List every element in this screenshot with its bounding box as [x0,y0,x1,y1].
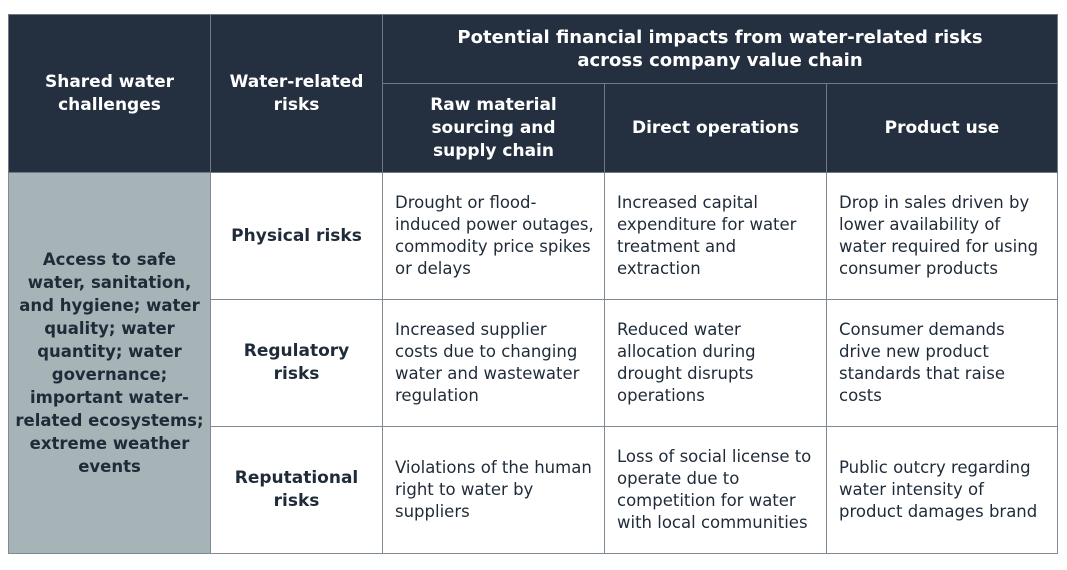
risk-label-reputational: Reputational risks [210,426,383,554]
cell-regulatory-product-use: Consumer demands drive new product stand… [826,299,1058,427]
cell-physical-direct-operations: Increased capital expenditure for water … [604,172,827,300]
cell-reputational-direct-operations: Loss of social license to operate due to… [604,426,827,554]
risk-label-regulatory: Regulatory risks [210,299,383,427]
cell-regulatory-raw-material: Increased supplier costs due to changing… [382,299,605,427]
cell-reputational-raw-material: Violations of the human right to water b… [382,426,605,554]
header-col-direct-operations: Direct operations [604,83,827,173]
cell-regulatory-direct-operations: Reduced water allocation during drought … [604,299,827,427]
water-risk-table: Shared water challenges Water-related ri… [8,14,1058,554]
header-water-risks: Water-related risks [210,14,383,173]
cell-physical-raw-material: Drought or flood-induced power outages, … [382,172,605,300]
risk-label-physical: Physical risks [210,172,383,300]
header-col-raw-material: Raw material sourcing and supply chain [382,83,605,173]
header-col-product-use: Product use [826,83,1058,173]
cell-physical-product-use: Drop in sales driven by lower availabili… [826,172,1058,300]
header-shared-challenges: Shared water challenges [8,14,211,173]
shared-challenges-cell: Access to safe water, sanitation, and hy… [8,172,211,554]
header-financial-impacts: Potential financial impacts from water-r… [382,14,1058,84]
cell-reputational-product-use: Public outcry regarding water intensity … [826,426,1058,554]
